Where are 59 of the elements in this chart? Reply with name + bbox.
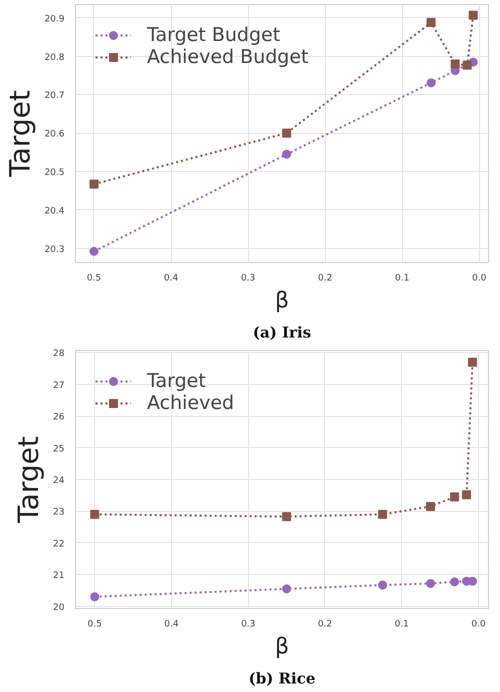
x-tick-label: 0.3 [241, 620, 256, 630]
x-tick-label: 0.1 [394, 620, 409, 630]
point [378, 510, 388, 519]
x-tick-label: 0.0 [471, 620, 486, 630]
x-tick-label: 0.2 [318, 620, 332, 630]
y-tick-label: 20.3 [44, 244, 65, 255]
y-tick-label: 20.6 [44, 130, 65, 140]
point [450, 577, 460, 586]
point [462, 490, 472, 500]
legend-label: Achieved [147, 392, 234, 414]
y-tick-label: 23 [53, 508, 64, 518]
point [90, 510, 100, 519]
point [282, 128, 292, 138]
y-tick-label: 20.4 [44, 206, 65, 216]
point [282, 584, 292, 594]
y-tick-label: 20 [53, 602, 65, 613]
y-tick-label: 20.9 [44, 14, 65, 24]
point [89, 180, 98, 189]
point [450, 60, 460, 69]
x-tick-label: 0.2 [318, 274, 332, 284]
point [426, 502, 436, 511]
x-tick-label: 0.3 [240, 274, 256, 284]
point [378, 580, 388, 590]
point [90, 592, 100, 602]
y-axis-title: Target [12, 436, 46, 524]
point [282, 150, 292, 159]
y-tick-label: 26 [53, 412, 65, 423]
x-axis-title: β [274, 634, 290, 660]
legend-label: Achieved Budget [147, 46, 308, 68]
y-tick-label: 22 [53, 539, 64, 550]
y-tick-label: 24 [53, 476, 65, 486]
point [89, 246, 98, 256]
x-tick-label: 0.4 [164, 274, 178, 284]
y-tick-label: 28 [53, 349, 65, 360]
y-tick-label: 27 [53, 380, 64, 391]
x-tick-label: 0.4 [164, 620, 179, 630]
legend-label: Target Budget [147, 24, 280, 46]
y-tick-label: 20.5 [44, 168, 65, 178]
legend-label: Target [147, 370, 206, 392]
y-tick-label: 20.8 [44, 52, 65, 63]
y-tick-label: 25 [53, 444, 64, 454]
x-tick-label: 0.0 [472, 274, 487, 284]
point [282, 512, 292, 522]
x-tick-label: 0.1 [395, 274, 410, 284]
point [426, 18, 436, 28]
point [468, 358, 478, 367]
point [462, 60, 472, 70]
y-tick-label: 21 [53, 571, 64, 582]
x-tick-label: 0.5 [88, 620, 102, 630]
point [426, 578, 436, 588]
point [426, 78, 436, 88]
point [450, 492, 460, 502]
y-axis-title: Target [3, 90, 36, 178]
y-tick-label: 20.7 [44, 91, 65, 102]
text: (a) Iris [252, 324, 312, 342]
x-tick-label: 0.5 [86, 274, 102, 284]
point [468, 10, 478, 20]
x-axis-title: β [274, 288, 290, 314]
text: (b) Rice [248, 670, 316, 688]
